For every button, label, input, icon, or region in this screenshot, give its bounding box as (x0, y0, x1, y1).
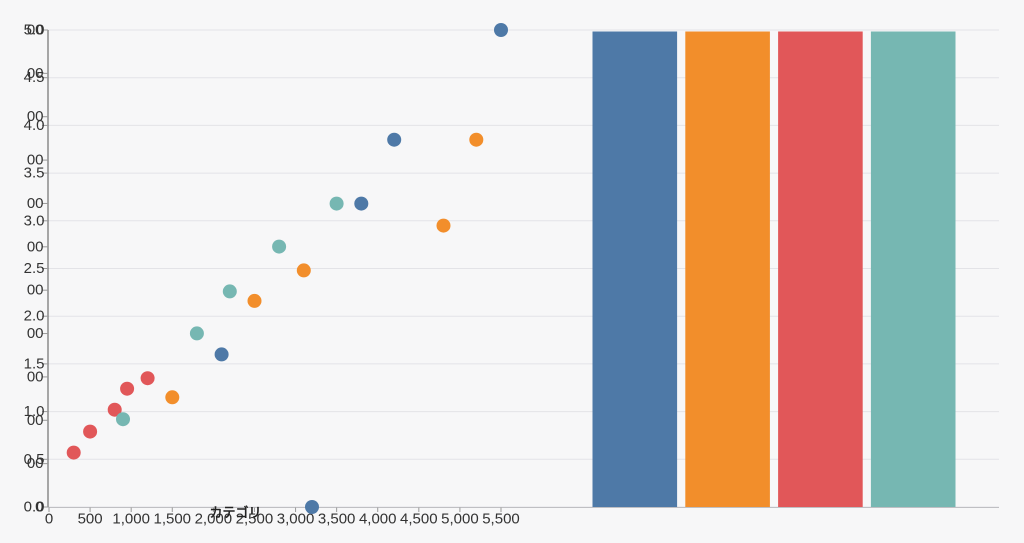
x-axis-title: カテゴリ (209, 505, 261, 520)
y-tick-label: 4.0 (24, 117, 45, 134)
scatter-point-blue[interactable] (214, 347, 229, 362)
scatter-point-red[interactable] (66, 445, 81, 460)
axis-layer (42, 29, 999, 512)
y-tick-label: 4.5 (24, 69, 45, 86)
x-tick-label: 1,500 (153, 511, 191, 528)
x-tick-label: 4,000 (359, 511, 397, 528)
x-tick-label: 2,500 (236, 511, 274, 528)
scatter-point-orange[interactable] (247, 293, 262, 308)
x-tick-label: 2,000 (195, 511, 233, 528)
scatter-point-blue[interactable] (305, 500, 319, 514)
x-tick-label: 1,000 (112, 511, 150, 528)
y2-tick-label: 00 (27, 195, 44, 212)
y2-tick-label: 00 (27, 325, 44, 342)
y2-tick-label: 00 (27, 368, 44, 385)
scatter-point-teal[interactable] (116, 412, 130, 427)
scatter-point-blue[interactable] (494, 23, 508, 37)
y2-tick-label: 00 (27, 65, 44, 82)
y2-tick-label: 00 (27, 238, 44, 255)
scatter-point-red[interactable] (107, 402, 122, 417)
x-tick-label: 0 (45, 511, 53, 528)
scatter-point-teal[interactable] (222, 284, 237, 299)
bar-blue[interactable] (592, 31, 678, 508)
y-tick-label: 3.5 (24, 165, 45, 182)
bar-orange[interactable] (685, 31, 770, 508)
scatter-point-red[interactable] (140, 371, 155, 386)
y2-tick-label: 00 (27, 152, 44, 169)
scatter-point-red[interactable] (120, 381, 135, 396)
scatter-point-red[interactable] (83, 424, 98, 439)
y2-tick-label: 00 (27, 412, 44, 429)
scatter-point-orange[interactable] (469, 132, 484, 147)
y-tick-label: 1.0 (24, 403, 45, 420)
y2-tick-label: 00 (27, 22, 44, 39)
y2-tick-label: 0 (35, 499, 43, 516)
scatter-point-orange[interactable] (165, 390, 180, 405)
x-tick-label: 5,000 (441, 511, 479, 528)
y-tick-label: 0.5 (24, 451, 45, 468)
label-layer: 0.00.51.01.52.02.53.03.54.04.55.00000000… (24, 22, 520, 528)
x-tick-label: 4,500 (400, 511, 438, 528)
scatter-point-teal[interactable] (272, 239, 287, 254)
scatter-point-blue[interactable] (354, 196, 369, 211)
y2-tick-label: 00 (27, 455, 44, 472)
bar-layer (592, 31, 956, 508)
x-tick-label: 3,000 (277, 511, 315, 528)
y2-tick-label: 00 (27, 282, 44, 299)
x-tick-label: 5,500 (482, 511, 520, 528)
scatter-point-orange[interactable] (436, 218, 451, 233)
bar-teal[interactable] (870, 31, 956, 508)
scatter-layer (66, 23, 508, 514)
y2-tick-label: 00 (27, 108, 44, 125)
x-tick-label: 3,500 (318, 511, 356, 528)
y-tick-label: 1.5 (24, 355, 45, 372)
y-tick-label: 3.0 (24, 212, 45, 229)
y-tick-label: 0.0 (24, 499, 45, 516)
scatter-point-blue[interactable] (387, 132, 402, 147)
y-tick-label: 5.0 (24, 22, 45, 39)
scatter-point-teal[interactable] (189, 326, 204, 341)
bar-red[interactable] (778, 31, 863, 508)
x-tick-label: 500 (78, 511, 103, 528)
scatter-point-orange[interactable] (296, 263, 311, 278)
y-tick-label: 2.5 (24, 260, 45, 277)
scatter-point-teal[interactable] (329, 196, 344, 211)
y-tick-label: 2.0 (24, 308, 45, 325)
